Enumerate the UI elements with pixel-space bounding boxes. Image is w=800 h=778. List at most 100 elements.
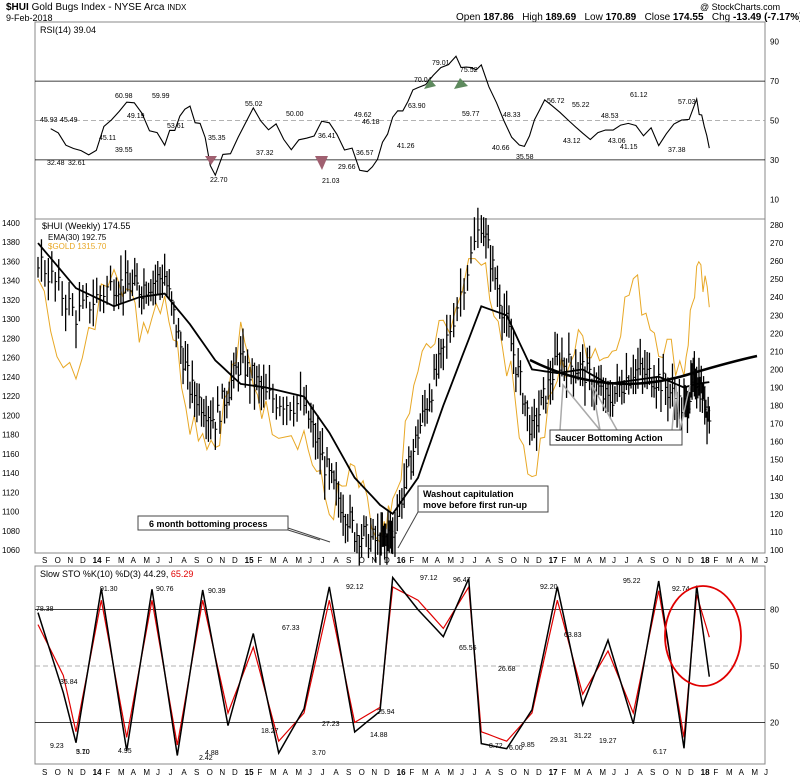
x-tick-label: J	[321, 556, 325, 565]
rsi-value-label: 57.03	[678, 99, 696, 106]
x-tick-label: S	[194, 556, 199, 565]
main-right-tick: 220	[770, 329, 784, 338]
x-tick-label: N	[675, 768, 681, 777]
rsi-value-label: 36.41	[318, 133, 336, 140]
stoch-value-label: 67.33	[282, 625, 300, 632]
x-tick-label: J	[321, 768, 325, 777]
x-tick-label: N	[523, 768, 529, 777]
stockcharts-credit: @ StockCharts.com	[700, 2, 781, 12]
rsi-value-label: 35.58	[516, 154, 534, 161]
x-tick-label: D	[232, 556, 238, 565]
x-tick-label: O	[359, 556, 365, 565]
x-tick-label: M	[422, 768, 429, 777]
x-tick-label: M	[447, 768, 454, 777]
stoch-tick: 50	[770, 662, 779, 671]
main-right-tick: 260	[770, 257, 784, 266]
x-tick-label: J	[156, 556, 160, 565]
stoch-value-label: 14.88	[370, 732, 388, 739]
x-tick-label: J	[473, 556, 477, 565]
x-tick-label: S	[194, 768, 199, 777]
x-tick-label: M	[295, 556, 302, 565]
stoch-value-label: 90.39	[208, 588, 226, 595]
stoch-value-label: 27.23	[322, 721, 340, 728]
stoch-value-label: 18.27	[261, 728, 279, 735]
rsi-oversold-fill	[315, 156, 328, 170]
rsi-value-label: 79.01	[432, 60, 450, 67]
x-tick-label: N	[675, 556, 681, 565]
x-tick-label: S	[346, 556, 351, 565]
x-tick-label: N	[523, 556, 529, 565]
x-tick-label: A	[333, 768, 339, 777]
rsi-value-label: 49.62	[354, 112, 372, 119]
rsi-value-label: 75.52	[460, 67, 478, 74]
rsi-line	[50, 55, 710, 177]
main-left-tick: 1300	[2, 315, 20, 324]
x-tick-label: S	[498, 768, 503, 777]
main-left-tick: 1260	[2, 354, 20, 363]
stoch-value-label: 65.55	[459, 645, 477, 652]
stoch-value-label: 26.68	[498, 666, 516, 673]
x-tick-label: A	[181, 768, 187, 777]
x-tick-label: M	[574, 768, 581, 777]
rsi-value-label: 40.66	[492, 145, 510, 152]
rsi-value-label: 45.11	[99, 135, 116, 142]
main-left-tick: 1320	[2, 296, 20, 305]
x-tick-label: 15	[245, 556, 254, 565]
main-right-tick: 280	[770, 221, 784, 230]
main-right-tick: 140	[770, 474, 784, 483]
x-tick-label: 15	[245, 768, 254, 777]
annotation-washout: Washout capitulation move before first r…	[397, 485, 549, 549]
annotation-saucer: Saucer Bottoming Action	[529, 354, 758, 446]
x-tick-label: 17	[549, 768, 558, 777]
x-tick-label: J	[308, 768, 312, 777]
x-tick-label: D	[688, 556, 694, 565]
x-tick-label: A	[637, 556, 643, 565]
main-left-tick: 1180	[2, 431, 20, 440]
x-tick-label: J	[625, 556, 629, 565]
x-tick-label: M	[574, 556, 581, 565]
main-right-tick: 130	[770, 492, 784, 501]
rsi-value-label: 35.35	[208, 135, 226, 142]
x-tick-label: M	[422, 556, 429, 565]
main-right-tick: 250	[770, 275, 784, 284]
stoch-value-label: 92.74	[672, 586, 690, 593]
x-tick-label: F	[561, 768, 566, 777]
annotation-bottoming: 6 month bottoming process	[137, 515, 331, 543]
highlight-circle	[664, 585, 742, 687]
x-tick-label: O	[511, 768, 517, 777]
stoch-value-label: 19.27	[599, 738, 617, 745]
x-tick-label: J	[156, 768, 160, 777]
x-tick-label: A	[181, 556, 187, 565]
x-tick-label: M	[447, 556, 454, 565]
main-right-tick: 230	[770, 311, 784, 320]
x-tick-label: 14	[93, 556, 102, 565]
x-tick-label: S	[650, 768, 655, 777]
x-tick-label: D	[80, 768, 86, 777]
main-left-tick: 1100	[2, 508, 20, 517]
rsi-overbought-fill	[454, 78, 468, 89]
x-tick-label: J	[460, 556, 464, 565]
x-tick-label: M	[270, 768, 277, 777]
rsi-value-label: 55.02	[245, 101, 263, 108]
x-tick-label: O	[55, 768, 61, 777]
stoch-value-label: 91.30	[100, 586, 118, 593]
main-right-tick: 200	[770, 365, 784, 374]
x-tick-label: J	[308, 556, 312, 565]
rsi-value-label: 41.15	[620, 144, 638, 151]
x-tick-label: F	[561, 556, 566, 565]
main-left-tick: 1080	[2, 527, 20, 536]
x-tick-label: J	[473, 768, 477, 777]
ohlc-readout: Open 187.86 High 189.69 Low 170.89 Close…	[456, 12, 800, 23]
main-left-tick: 1140	[2, 469, 20, 478]
x-tick-label: 16	[397, 556, 406, 565]
x-tick-label: F	[409, 556, 414, 565]
x-tick-label: 14	[93, 768, 102, 777]
x-tick-label: J	[625, 768, 629, 777]
x-tick-label: N	[67, 768, 73, 777]
x-tick-label: O	[207, 556, 213, 565]
main-right-tick: 190	[770, 384, 784, 393]
rsi-tick: 90	[770, 38, 779, 47]
x-tick-label: A	[435, 768, 441, 777]
main-left-tick: 1120	[2, 488, 20, 497]
x-tick-label: D	[536, 768, 542, 777]
